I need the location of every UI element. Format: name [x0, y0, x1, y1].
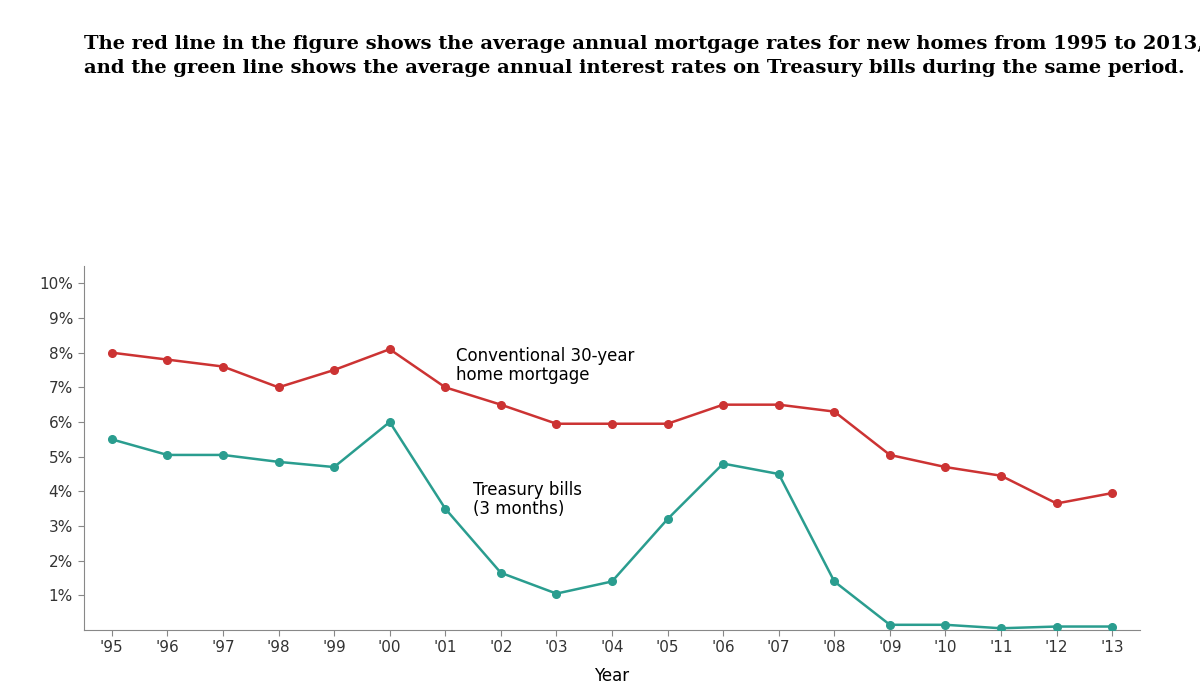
- X-axis label: Year: Year: [594, 666, 630, 685]
- Text: (3 months): (3 months): [473, 500, 564, 518]
- Text: The red line in the figure shows the average annual mortgage rates for new homes: The red line in the figure shows the ave…: [84, 35, 1200, 76]
- Text: Treasury bills: Treasury bills: [473, 481, 582, 498]
- Text: Conventional 30-year: Conventional 30-year: [456, 347, 635, 365]
- Text: home mortgage: home mortgage: [456, 366, 590, 384]
